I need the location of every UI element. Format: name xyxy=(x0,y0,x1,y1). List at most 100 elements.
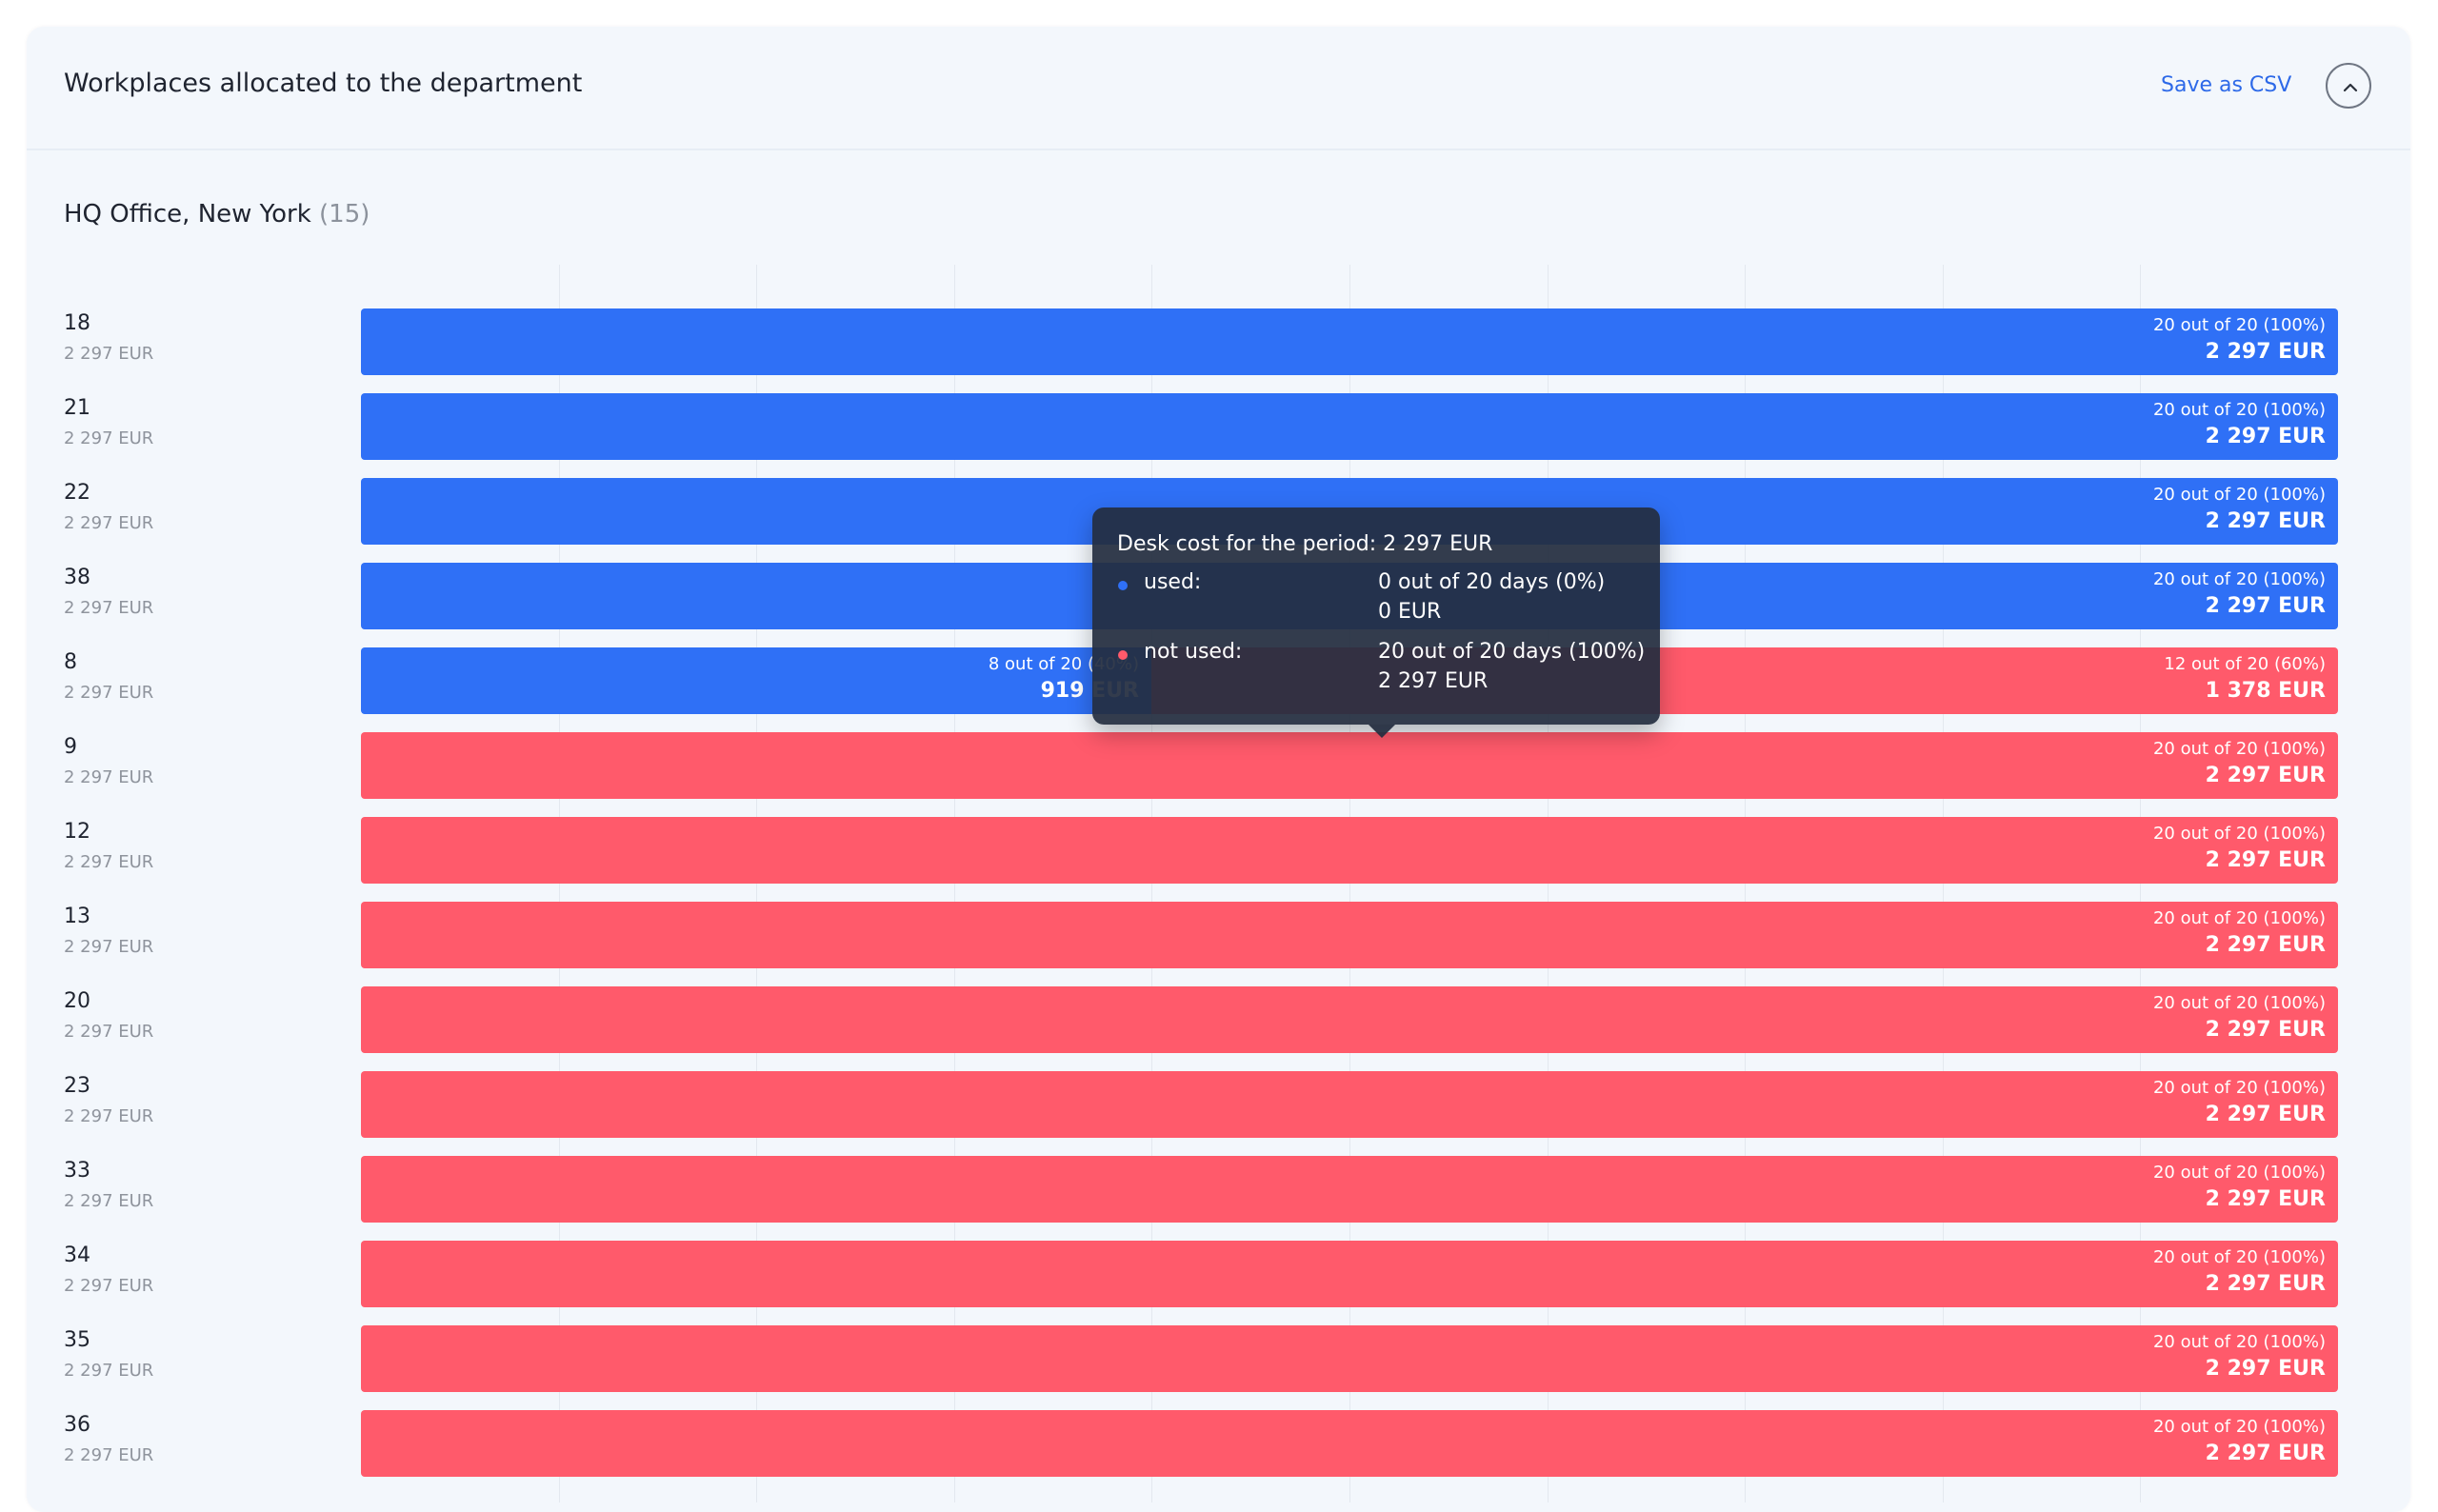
bar-total-label: 20 out of 20 (100%) 2 297 EUR xyxy=(2153,313,2326,367)
chevron-up-icon xyxy=(2343,83,2358,92)
desk-cost: 2 297 EUR xyxy=(64,1276,154,1296)
desk-row[interactable]: 13 2 297 EUR 20 out of 20 (100%) 2 297 EUR xyxy=(27,902,2410,986)
bar-total-label-amount: 2 297 EUR xyxy=(2205,1187,2326,1211)
bar-total-label-days: 20 out of 20 (100%) xyxy=(2152,1332,2326,1352)
bar-total-label: 20 out of 20 (100%) 2 297 EUR xyxy=(2153,991,2326,1044)
not-used-color-dot xyxy=(1118,650,1128,660)
desk-row[interactable]: 20 2 297 EUR 20 out of 20 (100%) 2 297 EUR xyxy=(27,986,2410,1071)
desk-cost: 2 297 EUR xyxy=(64,344,154,364)
desk-usage-bar[interactable]: 20 out of 20 (100%) 2 297 EUR xyxy=(361,1410,2338,1477)
gridline xyxy=(1745,265,1746,1502)
desk-usage-bar[interactable]: 20 out of 20 (100%) 2 297 EUR xyxy=(361,732,2338,799)
desk-cost: 2 297 EUR xyxy=(64,1445,154,1465)
bar-total-label-amount: 2 297 EUR xyxy=(2205,1018,2326,1042)
desk-number: 33 xyxy=(64,1159,90,1183)
desk-number: 20 xyxy=(64,989,90,1013)
desk-row[interactable]: 23 2 297 EUR 20 out of 20 (100%) 2 297 EUR xyxy=(27,1071,2410,1156)
desk-row[interactable]: 12 2 297 EUR 20 out of 20 (100%) 2 297 EUR xyxy=(27,817,2410,902)
desk-usage-bar[interactable]: 20 out of 20 (100%) 2 297 EUR xyxy=(361,393,2338,460)
desk-row[interactable]: 9 2 297 EUR 20 out of 20 (100%) 2 297 EUR xyxy=(27,732,2410,817)
gridline xyxy=(559,265,560,1502)
not-used-segment[interactable] xyxy=(361,732,2338,799)
tooltip-not-used-value: 20 out of 20 days (100%) 2 297 EUR xyxy=(1378,637,1645,696)
bar-total-label-days: 20 out of 20 (100%) xyxy=(2152,1163,2326,1183)
desk-usage-bar[interactable]: 20 out of 20 (100%) 2 297 EUR xyxy=(361,817,2338,884)
desk-cost: 2 297 EUR xyxy=(64,1361,154,1381)
bar-total-label-days: 20 out of 20 (100%) xyxy=(2152,400,2326,420)
tooltip-used-label: used: xyxy=(1144,570,1202,594)
not-used-segment[interactable] xyxy=(361,1410,2338,1477)
desk-cost: 2 297 EUR xyxy=(64,428,154,448)
bar-total-label-days: 20 out of 20 (100%) xyxy=(2152,569,2326,589)
used-segment[interactable] xyxy=(361,308,2338,375)
used-color-dot xyxy=(1118,581,1128,590)
desk-row[interactable]: 35 2 297 EUR 20 out of 20 (100%) 2 297 EUR xyxy=(27,1325,2410,1410)
tooltip-used-days: 0 out of 20 days (0%) xyxy=(1378,570,1606,594)
desk-cost: 2 297 EUR xyxy=(64,1106,154,1126)
bar-total-label-days: 20 out of 20 (100%) xyxy=(2152,824,2326,844)
save-as-csv-link[interactable]: Save as CSV xyxy=(2161,73,2292,97)
tooltip-used-amount: 0 EUR xyxy=(1378,600,1442,624)
bar-total-label-amount: 2 297 EUR xyxy=(2205,1357,2326,1381)
desk-usage-bar[interactable]: 20 out of 20 (100%) 2 297 EUR xyxy=(361,1325,2338,1392)
desk-cost: 2 297 EUR xyxy=(64,1022,154,1042)
page-title: Workplaces allocated to the department xyxy=(64,69,583,98)
desk-row[interactable]: 18 2 297 EUR 20 out of 20 (100%) 2 297 EUR xyxy=(27,308,2410,393)
bar-total-label: 20 out of 20 (100%) 2 297 EUR xyxy=(2153,1330,2326,1383)
workplaces-panel: Workplaces allocated to the department S… xyxy=(27,27,2410,1512)
tooltip-used-value: 0 out of 20 days (0%) 0 EUR xyxy=(1378,567,1605,627)
desk-usage-bar[interactable]: 20 out of 20 (100%) 2 297 EUR xyxy=(361,1241,2338,1307)
tooltip-not-used-amount: 2 297 EUR xyxy=(1378,669,1489,693)
not-used-segment[interactable] xyxy=(361,1156,2338,1223)
desk-usage-bar[interactable]: 20 out of 20 (100%) 2 297 EUR xyxy=(361,308,2338,375)
not-used-segment[interactable] xyxy=(361,817,2338,884)
not-used-segment[interactable] xyxy=(361,1241,2338,1307)
desk-usage-bar[interactable]: 20 out of 20 (100%) 2 297 EUR xyxy=(361,1071,2338,1138)
tooltip-title: Desk cost for the period: 2 297 EUR xyxy=(1117,532,1493,556)
not-used-segment[interactable] xyxy=(361,1325,2338,1392)
bar-total-label: 20 out of 20 (100%) 2 297 EUR xyxy=(2153,906,2326,960)
desk-cost: 2 297 EUR xyxy=(64,852,154,872)
desk-number: 21 xyxy=(64,396,90,420)
bar-total-label-amount: 2 297 EUR xyxy=(2205,594,2326,618)
desk-number: 38 xyxy=(64,566,90,589)
bar-total-label: 20 out of 20 (100%) 2 297 EUR xyxy=(2153,398,2326,451)
desk-cost: 2 297 EUR xyxy=(64,513,154,533)
location-name: HQ Office, New York xyxy=(64,200,311,229)
collapse-button[interactable] xyxy=(2326,63,2371,109)
gridline xyxy=(1548,265,1549,1502)
desk-row[interactable]: 34 2 297 EUR 20 out of 20 (100%) 2 297 EUR xyxy=(27,1241,2410,1325)
bar-total-label-amount: 2 297 EUR xyxy=(2205,340,2326,364)
bar-total-label-days: 20 out of 20 (100%) xyxy=(2152,1078,2326,1098)
bar-total-label-days: 20 out of 20 (100%) xyxy=(2152,739,2326,759)
desk-row[interactable]: 36 2 297 EUR 20 out of 20 (100%) 2 297 EUR xyxy=(27,1410,2410,1495)
bar-total-label-amount: 2 297 EUR xyxy=(2205,425,2326,448)
gridline xyxy=(756,265,757,1502)
desk-usage-bar[interactable]: 20 out of 20 (100%) 2 297 EUR xyxy=(361,1156,2338,1223)
gridline xyxy=(1151,265,1152,1502)
desk-number: 12 xyxy=(64,820,90,844)
desk-number: 22 xyxy=(64,481,90,505)
bar-total-label-amount: 2 297 EUR xyxy=(2205,764,2326,787)
used-segment[interactable] xyxy=(361,393,2338,460)
desk-number: 13 xyxy=(64,905,90,928)
desk-row[interactable]: 21 2 297 EUR 20 out of 20 (100%) 2 297 EUR xyxy=(27,393,2410,478)
desk-row[interactable]: 33 2 297 EUR 20 out of 20 (100%) 2 297 EUR xyxy=(27,1156,2410,1241)
desk-usage-bar[interactable]: 20 out of 20 (100%) 2 297 EUR xyxy=(361,902,2338,968)
bar-total-label: 20 out of 20 (100%) 2 297 EUR xyxy=(2153,1161,2326,1214)
not-used-segment[interactable] xyxy=(361,1071,2338,1138)
desk-usage-bar[interactable]: 20 out of 20 (100%) 2 297 EUR xyxy=(361,986,2338,1053)
not-used-segment[interactable] xyxy=(361,902,2338,968)
bar-total-label-amount: 2 297 EUR xyxy=(2205,1103,2326,1126)
gridline xyxy=(2140,265,2141,1502)
tooltip-not-used-days: 20 out of 20 days (100%) xyxy=(1378,640,1646,664)
gridline xyxy=(1349,265,1350,1502)
desk-cost-tooltip: Desk cost for the period: 2 297 EUR used… xyxy=(1092,507,1660,738)
not-used-segment[interactable] xyxy=(361,986,2338,1053)
desk-number: 9 xyxy=(64,735,77,759)
used-segment[interactable]: 8 out of 20 (40%) 919 EUR xyxy=(361,647,1151,714)
bar-total-label: 20 out of 20 (100%) 2 297 EUR xyxy=(2153,483,2326,536)
desk-number: 23 xyxy=(64,1074,90,1098)
desk-number: 35 xyxy=(64,1328,90,1352)
gridline xyxy=(954,265,955,1502)
